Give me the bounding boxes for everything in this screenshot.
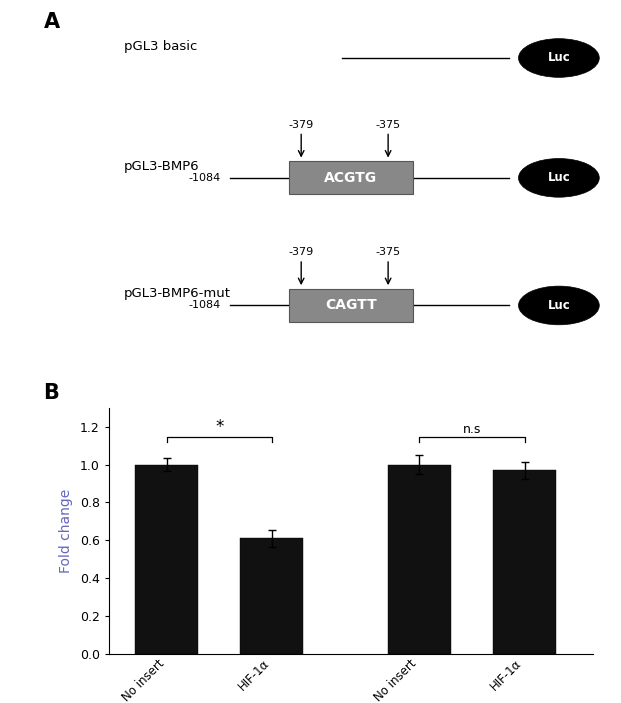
Bar <box>493 470 556 654</box>
Bar <box>135 465 198 654</box>
Text: Luc: Luc <box>548 51 570 65</box>
Text: pGL3-BMP6: pGL3-BMP6 <box>124 160 200 173</box>
Y-axis label: Fold change: Fold change <box>59 489 73 573</box>
Bar <box>289 289 413 322</box>
Text: ACGTG: ACGTG <box>324 171 378 185</box>
Text: *: * <box>215 418 224 436</box>
Bar <box>388 465 451 654</box>
Text: -379: -379 <box>289 247 314 257</box>
Ellipse shape <box>519 286 599 325</box>
Text: pGL3 basic: pGL3 basic <box>124 40 197 53</box>
Text: -375: -375 <box>376 247 401 257</box>
Text: -1084: -1084 <box>188 173 220 183</box>
Ellipse shape <box>519 158 599 197</box>
Ellipse shape <box>519 39 599 77</box>
Text: -375: -375 <box>376 120 401 129</box>
Text: -1084: -1084 <box>188 300 220 311</box>
Text: Luc: Luc <box>548 299 570 312</box>
Bar <box>289 162 413 194</box>
Text: A: A <box>43 11 60 32</box>
Text: n.s: n.s <box>463 423 481 436</box>
Text: CAGTT: CAGTT <box>325 299 377 312</box>
Bar <box>240 538 304 654</box>
Text: B: B <box>43 383 60 403</box>
Text: pGL3-BMP6-mut: pGL3-BMP6-mut <box>124 288 231 300</box>
Text: Luc: Luc <box>548 172 570 184</box>
Text: -379: -379 <box>289 120 314 129</box>
